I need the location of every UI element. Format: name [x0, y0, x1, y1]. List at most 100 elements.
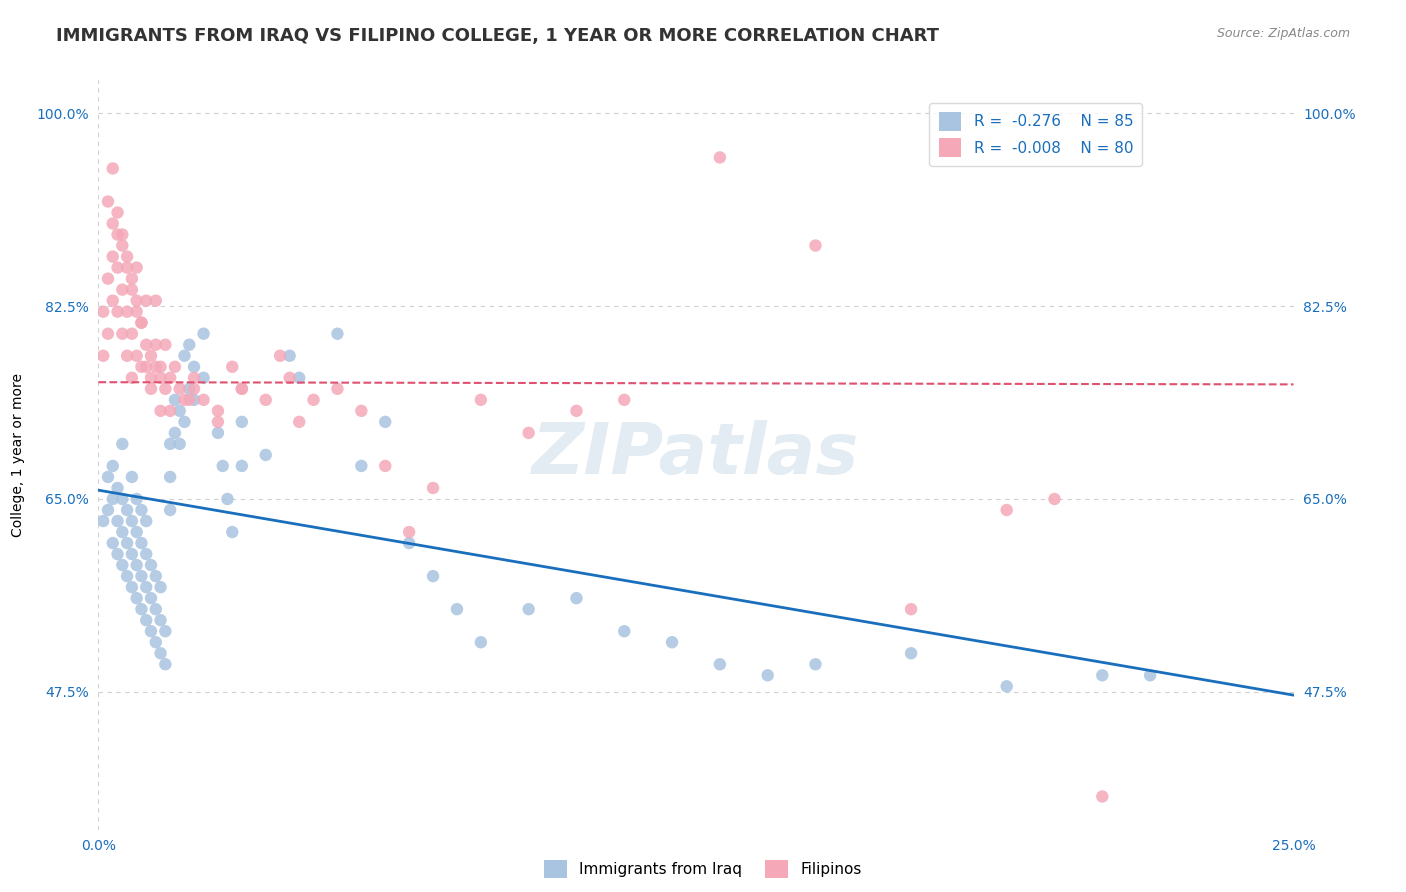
Point [149, 646, 172, 660]
Point [804, 657, 827, 672]
Point [374, 415, 396, 429]
Point [111, 437, 134, 451]
Point [115, 569, 138, 583]
Point [91, 349, 114, 363]
Point [398, 536, 420, 550]
Point [254, 448, 277, 462]
Point [111, 227, 134, 242]
Point [135, 514, 157, 528]
Point [131, 569, 153, 583]
Point [278, 349, 301, 363]
Point [125, 349, 148, 363]
Point [155, 624, 177, 639]
Point [1091, 789, 1114, 804]
Point [326, 382, 349, 396]
Point [131, 316, 153, 330]
Point [135, 547, 157, 561]
Point [125, 524, 148, 539]
Point [101, 491, 124, 506]
Point [173, 392, 195, 407]
Point [111, 283, 134, 297]
Point [121, 326, 143, 341]
Point [350, 404, 373, 418]
Point [149, 580, 172, 594]
Point [1139, 668, 1161, 682]
Point [207, 425, 229, 440]
Point [111, 326, 134, 341]
Point [107, 227, 129, 242]
Point [995, 679, 1018, 693]
Point [125, 293, 148, 308]
Point [1043, 491, 1066, 506]
Point [111, 491, 134, 506]
Point [302, 392, 325, 407]
Point [121, 547, 143, 561]
Point [107, 481, 129, 495]
Point [121, 283, 143, 297]
Point [139, 382, 162, 396]
Point [995, 503, 1018, 517]
Point [207, 415, 229, 429]
Point [193, 371, 215, 385]
Point [613, 392, 636, 407]
Point [139, 624, 162, 639]
Point [139, 371, 162, 385]
Point [91, 514, 114, 528]
Point [145, 602, 167, 616]
Point [155, 382, 177, 396]
Point [107, 547, 129, 561]
Text: IMMIGRANTS FROM IRAQ VS FILIPINO COLLEGE, 1 YEAR OR MORE CORRELATION CHART: IMMIGRANTS FROM IRAQ VS FILIPINO COLLEGE… [56, 27, 939, 45]
Point [565, 591, 588, 606]
Point [211, 458, 233, 473]
Point [804, 238, 827, 252]
Point [115, 260, 138, 275]
Point [139, 349, 162, 363]
Point [269, 349, 291, 363]
Point [179, 382, 201, 396]
Point [101, 293, 124, 308]
Point [101, 250, 124, 264]
Point [422, 569, 444, 583]
Point [159, 437, 181, 451]
Y-axis label: College, 1 year or more: College, 1 year or more [11, 373, 25, 537]
Point [217, 491, 239, 506]
Point [107, 514, 129, 528]
Point [288, 415, 311, 429]
Legend: Immigrants from Iraq, Filipinos: Immigrants from Iraq, Filipinos [538, 854, 868, 884]
Point [900, 602, 922, 616]
Point [135, 293, 157, 308]
Point [145, 635, 167, 649]
Point [111, 524, 134, 539]
Point [139, 558, 162, 573]
Point [398, 524, 420, 539]
Point [169, 382, 191, 396]
Point [169, 404, 191, 418]
Point [139, 591, 162, 606]
Point [231, 382, 253, 396]
Point [125, 591, 148, 606]
Point [115, 349, 138, 363]
Point [565, 404, 588, 418]
Point [159, 404, 181, 418]
Point [97, 194, 120, 209]
Point [231, 458, 253, 473]
Point [115, 304, 138, 318]
Point [169, 437, 191, 451]
Point [125, 304, 148, 318]
Point [121, 371, 143, 385]
Point [173, 415, 195, 429]
Point [163, 425, 186, 440]
Point [145, 569, 167, 583]
Point [107, 260, 129, 275]
Point [135, 337, 157, 351]
Point [145, 359, 167, 374]
Point [131, 536, 153, 550]
Point [97, 326, 120, 341]
Point [155, 657, 177, 672]
Point [97, 470, 120, 484]
Point [121, 271, 143, 285]
Point [173, 349, 195, 363]
Point [91, 304, 114, 318]
Point [145, 293, 167, 308]
Point [254, 392, 277, 407]
